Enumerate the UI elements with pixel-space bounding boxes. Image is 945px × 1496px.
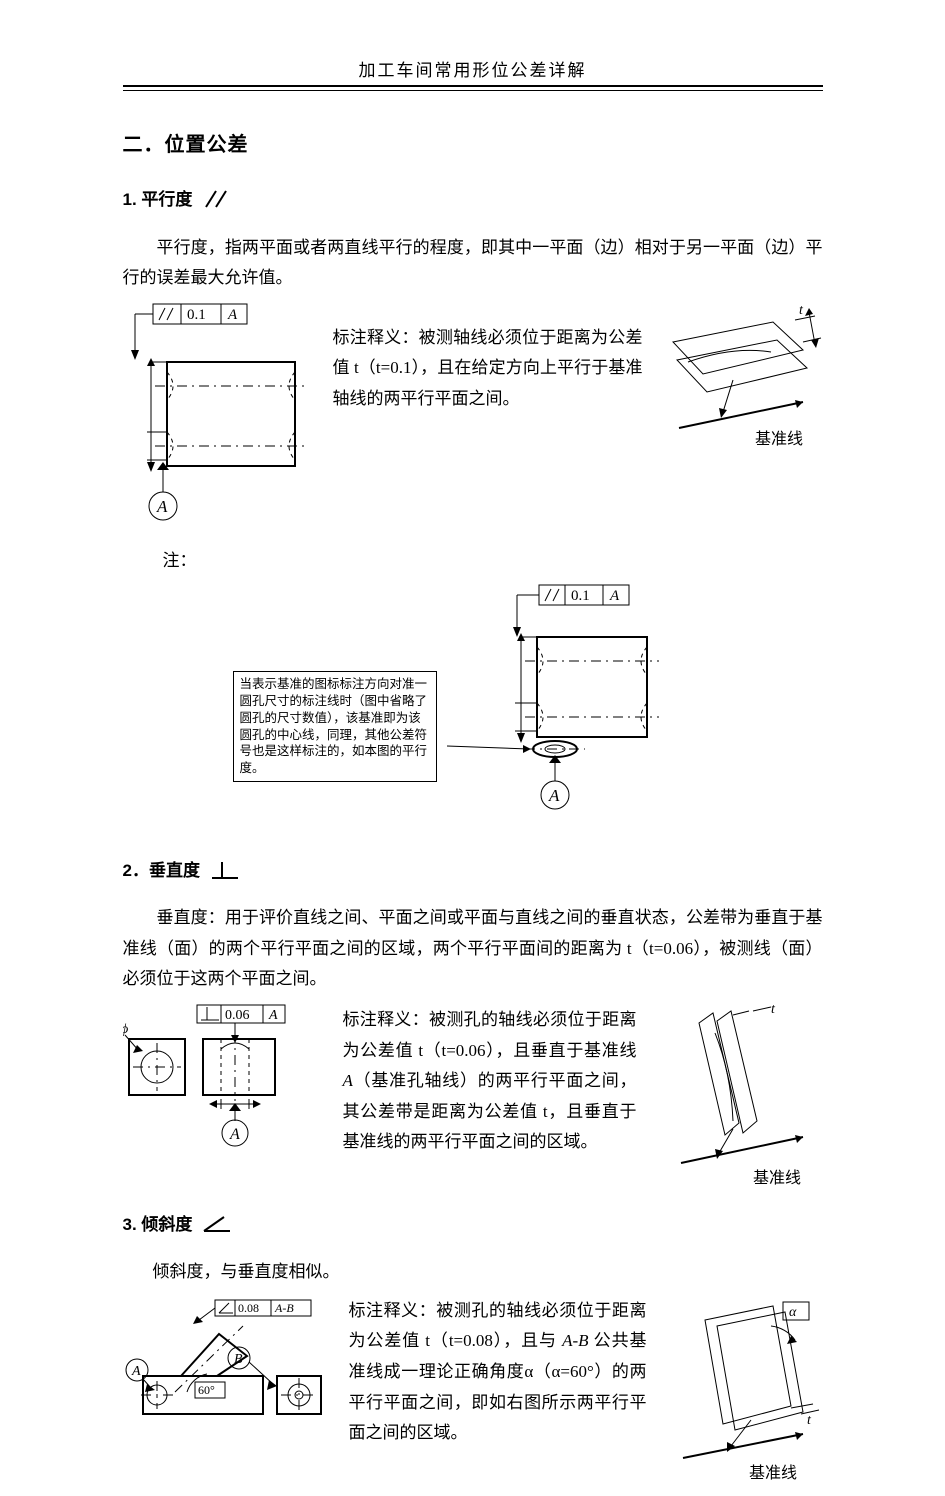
item1-fig-note: 0.1 A [447, 581, 677, 832]
angularity-icon [200, 1215, 234, 1235]
fcf2-datum: A [268, 1008, 278, 1023]
item3-fig-right: α t 基准线 [663, 1296, 823, 1496]
item1-fig-right: t 基准线 [653, 302, 823, 483]
item3-def: 倾斜度，与垂直度相似。 [153, 1257, 823, 1288]
angle-box: 60° [198, 1383, 215, 1397]
svg-text:t: t [771, 1003, 776, 1017]
item2-baseline-label: 基准线 [753, 1169, 801, 1187]
section-title: 二．位置公差 [123, 127, 823, 163]
fcf2-value: 0.06 [225, 1008, 250, 1023]
item3-fig-left: 0.08 A-B 60° A [123, 1296, 333, 1447]
item2-heading-text: 2．垂直度 [123, 856, 200, 887]
item2-explain-post: （基准孔轴线）的两平行平面之间，其公差带是距离为公差值 t，且垂直于基准线的两平… [343, 1071, 637, 1151]
svg-text:ϕ: ϕ [123, 1022, 128, 1037]
fcf1-datum: A [227, 307, 238, 323]
svg-text:A: A [229, 1126, 240, 1143]
item3-explain: 标注释义：被测孔的轴线必须位于距离为公差值 t（t=0.08），且与 A-B 公… [343, 1296, 653, 1449]
perpendicularity-icon [208, 860, 242, 882]
svg-text:A: A [548, 786, 560, 805]
svg-text:A: A [131, 1364, 141, 1379]
svg-text:A: A [609, 588, 620, 604]
svg-text:B: B [234, 1352, 243, 1367]
t-label: t [807, 1413, 812, 1428]
item2-fig-right: t 基准线 [653, 1003, 823, 1204]
fcf3-value: 0.08 [238, 1301, 259, 1315]
item3-heading-text: 3. 倾斜度 [123, 1210, 193, 1241]
item2-explain: 标注释义：被测孔的轴线必须位于距离为公差值 t（t=0.06），且垂直于基准线 … [333, 1003, 643, 1158]
item1-heading-text: 1. 平行度 [123, 185, 193, 216]
svg-text:t: t [799, 303, 804, 318]
item1-explain: 标注释义：被测轴线必须位于距离为公差值 t（t=0.1），且在给定方向上平行于基… [333, 323, 643, 415]
parallelism-icon [200, 189, 232, 211]
item2-heading: 2．垂直度 [123, 856, 823, 887]
item3-heading: 3. 倾斜度 [123, 1210, 823, 1241]
item1-note-box: 当表示基准的图标标注方向对准一圆孔尺寸的标注线时（图中省略了圆孔的尺寸数值），该… [233, 671, 437, 782]
svg-text:0.1: 0.1 [571, 588, 590, 604]
fcf3-datum: A-B [274, 1301, 294, 1315]
page-header-title: 加工车间常用形位公差详解 [0, 56, 945, 81]
item2-fig-left: 0.06 A ϕ [123, 1003, 323, 1164]
item1-note-label: 注： [163, 546, 823, 577]
item1-heading: 1. 平行度 [123, 185, 823, 216]
item1-def: 平行度，指两平面或者两直线平行的程度，即其中一平面（边）相对于另一平面（边）平行… [123, 233, 823, 294]
item3-baseline-label: 基准线 [749, 1464, 797, 1482]
svg-text:A: A [156, 497, 168, 516]
item2-def: 垂直度：用于评价直线之间、平面之间或平面与直线之间的垂直状态，公差带为垂直于基准… [123, 903, 823, 995]
item1-fig-left: 0.1 A [123, 302, 323, 543]
item1-baseline-label: 基准线 [755, 430, 803, 448]
item2-explain-mid: A [343, 1071, 353, 1090]
alpha-label: α [789, 1305, 797, 1320]
item3-explain-mid: A-B [562, 1331, 588, 1350]
item2-explain-pre: 标注释义：被测孔的轴线必须位于距离为公差值 t（t=0.06），且垂直于基准线 [343, 1010, 637, 1060]
fcf1-value: 0.1 [187, 307, 206, 323]
